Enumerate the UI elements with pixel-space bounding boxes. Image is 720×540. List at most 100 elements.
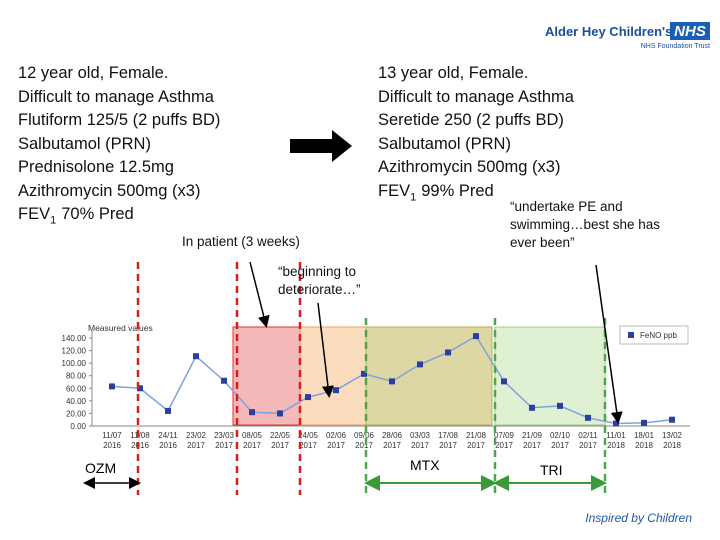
x-tick-label: 2017 — [187, 441, 205, 450]
x-tick-label: 03/03 — [410, 431, 431, 440]
x-tick-label: 09/06 — [354, 431, 375, 440]
x-tick-label: 22/05 — [270, 431, 291, 440]
x-tick-label: 2017 — [215, 441, 233, 450]
x-tick-label: 11/07 — [102, 431, 122, 440]
text-line: Prednisolone 12.5mg — [18, 158, 174, 176]
org-name: Alder Hey Children's — [545, 24, 672, 39]
x-tick-label: 2017 — [579, 441, 597, 450]
annotation: In patient (3 weeks) — [182, 234, 300, 249]
fev-value: 99% Pred — [421, 181, 494, 200]
x-tick-label: 2017 — [271, 441, 289, 450]
x-tick-label: 23/03 — [214, 431, 235, 440]
x-tick-label: 2017 — [299, 441, 317, 450]
data-point — [669, 416, 675, 423]
x-tick-label: 02/10 — [550, 431, 571, 440]
annotation-line: “undertake PE and — [510, 199, 623, 214]
text-line: Seretide 250 (2 puffs BD) — [378, 111, 564, 129]
annotation-line: “beginning to — [278, 264, 357, 279]
pointer — [249, 261, 270, 328]
data-point — [193, 353, 199, 360]
data-point — [361, 370, 367, 377]
before-block: 12 year old, Female. Difficult to manage … — [18, 62, 220, 233]
data-point — [641, 419, 647, 426]
x-tick-label: 2018 — [663, 441, 681, 450]
x-tick-label: 13/02 — [662, 431, 683, 440]
fev-sub: 1 — [50, 214, 57, 227]
data-point — [473, 333, 479, 340]
data-point — [445, 349, 451, 356]
x-tick-label: 2017 — [467, 441, 485, 450]
data-point — [613, 420, 619, 427]
annotation: “undertake PE and swimming…best she has ev… — [510, 198, 660, 252]
y-tick-label: 120.00 — [62, 347, 87, 356]
text-line: Azithromycin 500mg (x3) — [18, 181, 201, 200]
data-point — [277, 410, 283, 417]
phase-tri — [494, 326, 606, 426]
x-tick-label: 02/11 — [578, 431, 598, 440]
text-line: Difficult to manage Asthma — [18, 87, 214, 106]
x-tick-label: 2018 — [607, 441, 625, 450]
data-point — [137, 385, 143, 392]
phase-inpatient — [232, 326, 301, 426]
y-tick-label: 140.00 — [62, 334, 87, 343]
x-tick-label: 2016 — [131, 441, 149, 450]
text-line: Difficult to manage Asthma — [378, 87, 574, 106]
nhs-logo: NHS — [674, 23, 706, 40]
x-tick-label: 28/06 — [382, 431, 403, 440]
y-tick-label: 20.00 — [66, 409, 87, 418]
fev-label: FEV — [378, 181, 411, 200]
x-tick-label: 2017 — [523, 441, 541, 450]
fev-label: FEV — [18, 205, 51, 223]
x-tick-label: 2017 — [495, 441, 513, 450]
y-tick-label: 40.00 — [66, 397, 87, 406]
legend-marker — [628, 332, 634, 338]
annotation-line: ever been” — [510, 235, 575, 250]
x-tick-label: 21/08 — [466, 431, 487, 440]
y-tick-label: 60.00 — [66, 384, 87, 393]
nhs-box — [670, 22, 710, 40]
data-point — [165, 407, 171, 414]
fev-line: FEV1 99% Pred — [378, 180, 574, 210]
text-line: 13 year old, Female. — [378, 64, 529, 82]
x-tick-label: 2017 — [383, 441, 401, 450]
x-tick-label: 08/05 — [242, 431, 263, 440]
y-tick-label: 80.00 — [66, 372, 87, 381]
data-point — [221, 377, 227, 384]
x-tick-label: 11/01 — [606, 431, 626, 440]
x-tick-label: 2017 — [327, 441, 345, 450]
x-tick-label: 02/06 — [326, 431, 347, 440]
text-line: Azithromycin 500mg (x3) — [378, 158, 561, 176]
text-line: Flutiform 125/5 (2 puffs BD) — [18, 111, 221, 129]
x-tick-label: 2016 — [103, 441, 121, 450]
treatment-label: OZM — [85, 460, 116, 476]
fev-sub: 1 — [410, 190, 417, 203]
data-point — [501, 378, 507, 385]
footer: Inspired by Children — [585, 511, 692, 525]
data-point — [109, 383, 115, 390]
treatment-label: TRI — [540, 462, 563, 478]
transition-arrow — [290, 130, 352, 162]
data-point — [557, 402, 563, 409]
data-point — [333, 387, 339, 394]
x-tick-label: 2017 — [243, 441, 261, 450]
x-tick-label: 23/02 — [186, 431, 207, 440]
x-tick-label: 11/08 — [130, 431, 150, 440]
annotation-line: swimming…best she has — [510, 217, 661, 232]
data-point — [585, 414, 591, 421]
y-tick-label: 100.00 — [62, 359, 87, 368]
fev-line: FEV1 70% Pred — [18, 203, 220, 233]
data-point — [389, 378, 395, 385]
data-point — [249, 409, 255, 416]
y-tick-label: 0.00 — [70, 422, 86, 431]
data-point — [305, 394, 311, 401]
text-line: 12 year old, Female. — [18, 64, 169, 82]
x-tick-label: 18/01 — [634, 431, 655, 440]
data-point — [529, 404, 535, 411]
x-tick-label: 24/11 — [158, 431, 178, 440]
x-tick-label: 2017 — [551, 441, 569, 450]
pointer — [595, 264, 623, 424]
legend-label: FeNO ppb — [640, 331, 677, 340]
treatment-label: MTX — [410, 457, 440, 473]
